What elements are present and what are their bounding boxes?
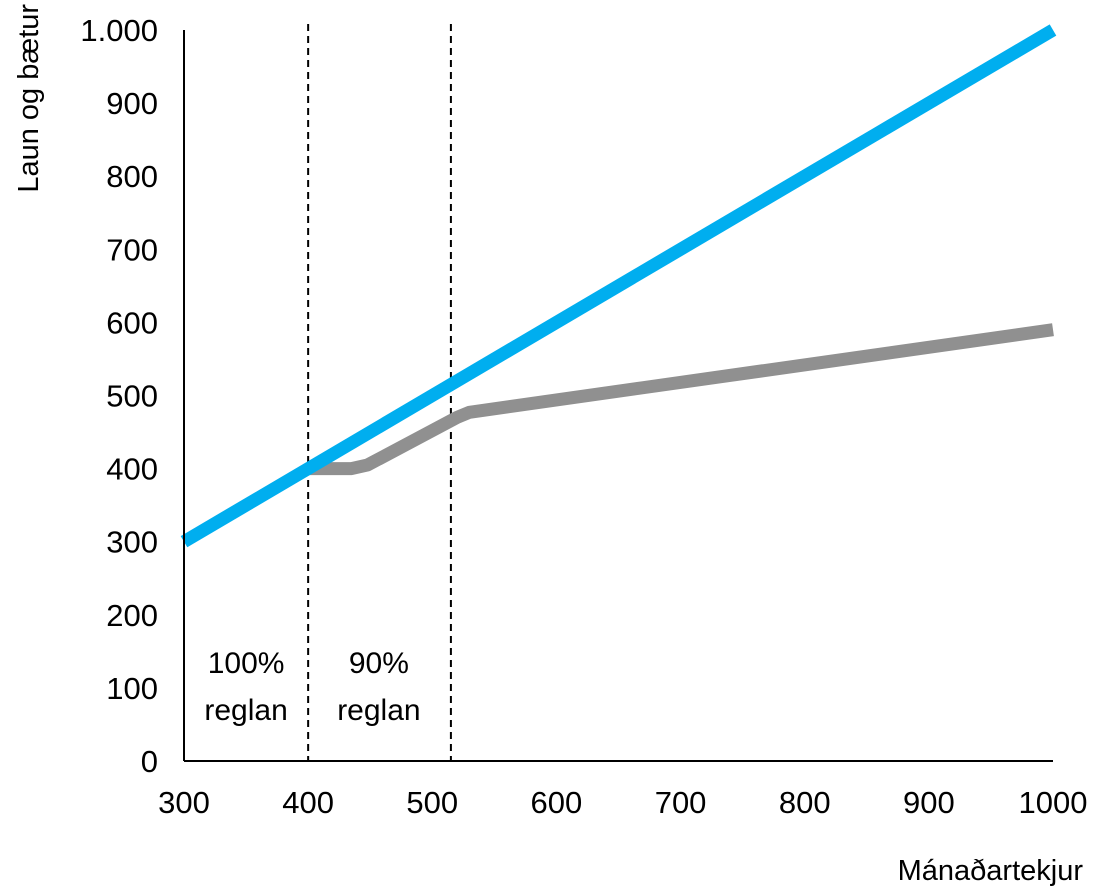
series-layer bbox=[180, 24, 1057, 548]
y-tick-label: 900 bbox=[106, 86, 158, 121]
x-tick-label: 1000 bbox=[1019, 785, 1088, 820]
y-tick-label: 500 bbox=[106, 379, 158, 414]
axes bbox=[183, 30, 1053, 762]
y-tick-label: 300 bbox=[106, 525, 158, 560]
annotations: 100% reglan 90% reglan bbox=[204, 647, 420, 727]
x-tick-label: 400 bbox=[282, 785, 334, 820]
annotation-0-line-0: 100% bbox=[208, 647, 285, 680]
x-tick-label: 300 bbox=[158, 785, 210, 820]
series-line-1 bbox=[308, 323, 1054, 476]
reference-lines bbox=[307, 24, 452, 761]
x-tick-label: 800 bbox=[779, 785, 831, 820]
y-tick-label: 200 bbox=[106, 598, 158, 633]
y-tick-label: 100 bbox=[106, 671, 158, 706]
y-axis-title: Laun og bætur bbox=[13, 4, 45, 193]
x-tick-labels: 300 400 500 600 700 800 900 1000 bbox=[158, 785, 1087, 820]
y-tick-label: 800 bbox=[106, 159, 158, 194]
x-tick-label: 900 bbox=[903, 785, 955, 820]
x-tick-label: 700 bbox=[655, 785, 707, 820]
y-tick-label: 1.000 bbox=[80, 13, 158, 48]
y-tick-label: 700 bbox=[106, 232, 158, 267]
annotation-1-line-1: reglan bbox=[337, 694, 420, 727]
y-tick-label: 0 bbox=[141, 744, 158, 779]
y-tick-label: 400 bbox=[106, 452, 158, 487]
annotation-1-line-0: 90% bbox=[349, 647, 409, 680]
y-tick-label: 600 bbox=[106, 305, 158, 340]
annotation-0-line-1: reglan bbox=[204, 694, 287, 727]
x-axis-title: Mánaðartekjur bbox=[898, 855, 1084, 887]
x-tick-label: 600 bbox=[531, 785, 583, 820]
x-tick-label: 500 bbox=[406, 785, 458, 820]
series-line-0 bbox=[180, 24, 1057, 548]
y-tick-labels: 0 100 200 300 400 500 600 700 800 900 1.000 bbox=[80, 13, 158, 779]
